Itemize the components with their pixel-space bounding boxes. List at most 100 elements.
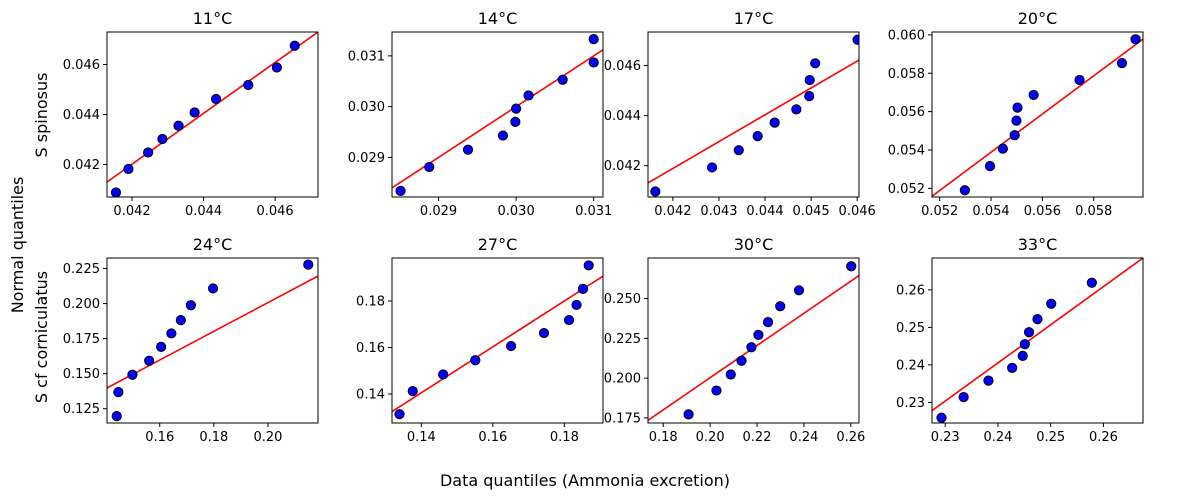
data-point	[706, 162, 718, 173]
x-tick-label: 0.18	[649, 430, 678, 445]
data-point	[983, 375, 994, 386]
subplot-title: 20°C	[1018, 9, 1058, 28]
data-point	[852, 34, 859, 45]
y-tick-label: 0.26	[896, 283, 925, 298]
data-point	[588, 34, 599, 45]
data-point	[394, 409, 405, 420]
data-point	[111, 411, 122, 422]
data-point	[185, 300, 196, 311]
y-tick-label: 0.24	[896, 358, 925, 373]
subplot-2: 14°C 0.029 0.030 0.031 0.029 0.030 0.031	[348, 9, 613, 219]
x-tick-label: 0.18	[550, 430, 579, 445]
y-tick-label: 0.25	[896, 321, 925, 336]
x-tick-label: 0.26	[836, 430, 865, 445]
x-tick-label: 0.042	[654, 204, 691, 219]
data-point	[462, 144, 474, 155]
data-point	[1028, 89, 1039, 101]
x-tick-label: 0.20	[253, 430, 282, 445]
x-tick-label: 0.031	[575, 204, 612, 219]
x-tick-label: 0.16	[478, 430, 507, 445]
data-point	[711, 385, 722, 396]
data-point	[997, 143, 1008, 154]
y-tick-label: 0.031	[348, 49, 385, 64]
data-point	[936, 412, 947, 423]
y-tick-label: 0.029	[348, 151, 385, 166]
y-tick-label: 0.042	[604, 159, 641, 174]
x-tick-label: 0.24	[983, 430, 1012, 445]
subplot-title: 33°C	[1018, 235, 1058, 254]
fit-line	[392, 49, 603, 189]
data-point	[505, 340, 517, 352]
x-tick-label: 0.045	[792, 204, 829, 219]
data-point	[511, 103, 522, 114]
x-tick-label: 0.029	[420, 204, 457, 219]
axes-frame	[106, 31, 319, 198]
data-point	[736, 355, 747, 366]
data-point	[424, 161, 435, 173]
subplot-4: 20°C 0.052 0.054 0.056 0.058 0.052 0.054 0.056 0…	[888, 9, 1144, 219]
y-tick-label: 0.200	[604, 372, 641, 387]
y-tick-label: 0.225	[63, 262, 100, 277]
data-point	[1017, 350, 1028, 361]
data-point	[110, 187, 122, 197]
axes-frame	[931, 31, 1144, 198]
subplot-title: 24°C	[193, 235, 233, 254]
data-point	[210, 93, 222, 105]
data-point	[571, 299, 582, 311]
data-point	[1086, 277, 1097, 288]
data-point	[156, 341, 167, 352]
x-tick-label: 0.044	[746, 204, 783, 219]
data-point	[725, 369, 736, 380]
x-tick-label: 0.23	[931, 430, 960, 445]
data-point	[127, 369, 138, 380]
y-tick-label: 0.23	[896, 396, 925, 411]
row-label-bottom: S cf corniculatus	[32, 271, 51, 403]
subplot-title: 30°C	[734, 235, 774, 254]
data-point	[650, 186, 661, 197]
y-tick-label: 0.250	[604, 292, 641, 307]
data-point	[243, 79, 254, 91]
axes-frame	[391, 257, 604, 424]
data-point	[303, 259, 314, 270]
data-point	[538, 327, 550, 339]
row-label-top: S spinosus	[32, 73, 51, 158]
data-point	[733, 145, 744, 156]
figure-ylabel: Normal quantiles	[8, 177, 27, 314]
axes-frame	[647, 257, 860, 424]
data-point	[1011, 115, 1022, 126]
y-tick-label: 0.125	[63, 402, 100, 417]
data-point	[173, 120, 184, 131]
data-point	[769, 117, 780, 128]
y-tick-label: 0.175	[604, 411, 641, 426]
x-tick-label: 0.052	[921, 204, 958, 219]
data-point	[207, 283, 219, 294]
data-point	[1019, 339, 1030, 350]
x-tick-label: 0.26	[1089, 430, 1118, 445]
data-point	[289, 40, 300, 51]
y-tick-label: 0.060	[888, 28, 925, 43]
data-point	[791, 104, 802, 115]
y-tick-label: 0.150	[63, 367, 100, 382]
data-point	[123, 163, 134, 175]
data-point	[1012, 102, 1023, 113]
subplot-5: 24°C 0.16 0.18 0.20 0.125 0.150 0.175 0.200 0.22…	[63, 235, 319, 445]
x-tick-label: 0.046	[839, 204, 876, 219]
x-tick-label: 0.046	[256, 204, 293, 219]
data-point	[144, 355, 155, 366]
data-point	[804, 74, 815, 86]
x-tick-label: 0.18	[199, 430, 228, 445]
data-point	[746, 342, 757, 353]
y-tick-label: 0.18	[356, 294, 385, 309]
subplot-6: 27°C 0.14 0.16 0.18 0.14 0.16 0.18	[356, 235, 604, 445]
data-point	[175, 315, 186, 326]
data-point	[846, 261, 857, 272]
data-point	[438, 369, 449, 380]
data-point	[958, 392, 969, 403]
subplot-8: 33°C 0.23 0.24 0.25 0.26 0.23 0.24 0.25 0.26	[896, 235, 1144, 445]
data-point	[793, 285, 805, 296]
subplot-3: 17°C 0.042 0.043 0.044 0.045 0.046 0.042 0.044 0…	[604, 9, 876, 219]
data-point	[775, 301, 786, 312]
data-point	[1007, 362, 1018, 373]
data-point	[271, 62, 282, 73]
subplot-title: 14°C	[478, 9, 518, 28]
